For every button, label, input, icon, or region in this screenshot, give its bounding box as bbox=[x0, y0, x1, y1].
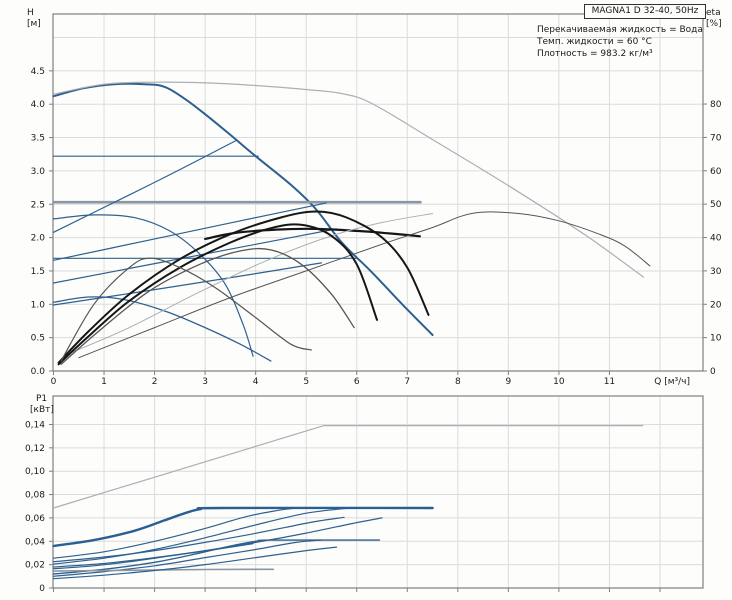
curve-p1-min bbox=[52, 568, 275, 572]
curve-p1-parallel-max bbox=[52, 425, 644, 509]
p1-axis-symbol: P1 bbox=[36, 394, 48, 404]
info-line-density: Плотность = 983.2 кг/м³ bbox=[537, 49, 653, 59]
p1-tick-label: 0,06 bbox=[25, 514, 45, 524]
curve-eta-parallel bbox=[78, 211, 651, 359]
q-tick-label: 10 bbox=[553, 377, 565, 387]
p1-tick-label: 0,10 bbox=[25, 467, 45, 477]
eta-tick-label: 30 bbox=[710, 267, 722, 277]
pump-title: MAGNA1 D 32-40, 50Hz bbox=[591, 6, 699, 16]
curve-p1-extra1 bbox=[52, 516, 345, 563]
curve-p1-pp2 bbox=[52, 539, 322, 577]
plot-frame bbox=[52, 13, 704, 372]
eta-tick-label: 10 bbox=[710, 334, 722, 344]
p1-tick-label: 0 bbox=[39, 584, 45, 594]
p1-axis-label: P1 [кВт] bbox=[30, 394, 54, 416]
curve-p1-single-max bbox=[52, 506, 434, 548]
curve-eta-gray-2 bbox=[60, 247, 355, 365]
eta-tick-label: 40 bbox=[710, 234, 722, 244]
h-axis-label: H [м] bbox=[27, 8, 41, 30]
h-tick-label: 4.0 bbox=[31, 100, 46, 110]
eta-tick-label: 60 bbox=[710, 167, 722, 177]
curve-eta-gray-min bbox=[60, 257, 312, 362]
p1-tick-label: 0,04 bbox=[25, 537, 45, 547]
eta-axis-unit: [%] bbox=[706, 19, 722, 29]
q-tick-label: 4 bbox=[253, 377, 259, 387]
eta-axis-symbol: eta bbox=[706, 8, 721, 18]
h-tick-label: 3.0 bbox=[31, 167, 46, 177]
h-tick-label: 1.5 bbox=[31, 267, 45, 277]
q-tick-label: 1 bbox=[101, 377, 107, 387]
h-tick-label: 2.5 bbox=[31, 200, 45, 210]
p1-axis-unit: [кВт] bbox=[30, 405, 54, 415]
h-tick-label: 0.5 bbox=[31, 334, 45, 344]
curve-qh-min bbox=[52, 296, 272, 362]
h-tick-label: 1.0 bbox=[31, 300, 46, 310]
liquid-info-block: Перекачиваемая жидкость = Вода Темп. жид… bbox=[537, 24, 703, 60]
curve-pp-3 bbox=[52, 140, 236, 233]
h-axis-symbol: H bbox=[27, 8, 34, 18]
curve-qh-speed2 bbox=[52, 214, 254, 357]
q-tick-label: 3 bbox=[202, 377, 208, 387]
q-tick-label: 8 bbox=[455, 377, 461, 387]
eta-tick-label: 70 bbox=[710, 133, 722, 143]
p1-tick-label: 0,08 bbox=[25, 491, 45, 501]
curve-eta-single-max bbox=[70, 213, 434, 354]
h-tick-label: 2.0 bbox=[31, 234, 46, 244]
curve-eta-bold-2 bbox=[57, 223, 378, 366]
p1-tick-label: 0,14 bbox=[25, 420, 45, 430]
eta-tick-label: 20 bbox=[710, 300, 722, 310]
h-axis-unit: [м] bbox=[27, 19, 41, 29]
eta-axis-label: eta [%] bbox=[706, 8, 722, 30]
curve-pp-2 bbox=[52, 202, 327, 261]
info-line-liquid: Перекачиваемая жидкость = Вода bbox=[537, 25, 703, 35]
eta-tick-label: 50 bbox=[710, 200, 722, 210]
p1-tick-label: 0,12 bbox=[25, 444, 45, 454]
curve-p1-pp1 bbox=[52, 546, 338, 580]
eta-tick-label: 0 bbox=[710, 367, 716, 377]
curve-eta-bold-1 bbox=[57, 210, 430, 364]
curve-qh-max-single bbox=[52, 82, 434, 336]
q-tick-label: 11 bbox=[604, 377, 615, 387]
q-tick-label: 6 bbox=[354, 377, 360, 387]
info-line-temperature: Темп. жидкости = 60 °C bbox=[537, 37, 652, 47]
h-tick-label: 0.0 bbox=[31, 367, 46, 377]
curve-p1-pp3 bbox=[52, 507, 350, 565]
curve-p1-cp32 bbox=[52, 507, 297, 559]
curve-pp-0 bbox=[52, 262, 322, 306]
q-tick-label: 2 bbox=[152, 377, 158, 387]
h-tick-label: 3.5 bbox=[31, 134, 45, 144]
eta-tick-label: 80 bbox=[710, 100, 722, 110]
q-tick-label: 5 bbox=[303, 377, 309, 387]
q-tick-label: 7 bbox=[404, 377, 410, 387]
pump-title-box: MAGNA1 D 32-40, 50Hz bbox=[584, 4, 706, 19]
curve-qh-max-parallel bbox=[52, 81, 644, 278]
q-tick-label: 0 bbox=[51, 377, 57, 387]
curve-pp-1 bbox=[52, 228, 338, 284]
curve-p1-extra2 bbox=[52, 517, 383, 568]
plot-frame bbox=[52, 395, 704, 589]
q-axis-unit-label: Q [м³/ч] bbox=[654, 377, 690, 387]
p1-tick-label: 0,02 bbox=[25, 561, 45, 571]
q-tick-label: 9 bbox=[505, 377, 511, 387]
h-tick-label: 4.5 bbox=[31, 67, 45, 77]
